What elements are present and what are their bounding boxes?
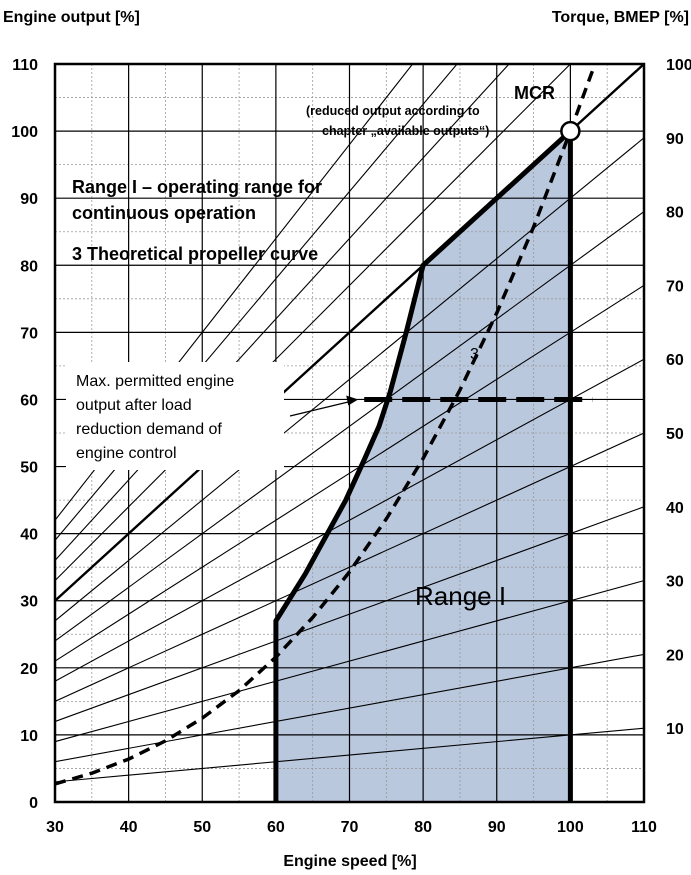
range-i-label: Range I — [415, 581, 506, 611]
x-tick-40: 40 — [120, 819, 138, 836]
y2-tick-80: 80 — [666, 205, 684, 222]
propeller-curve-label: 3 — [470, 346, 479, 363]
plot-border — [53, 62, 646, 804]
y2-tick-100: 100 — [666, 57, 691, 74]
y2-tick-labels: 100 90 80 70 60 50 40 30 20 10 — [666, 57, 691, 738]
y-tick-110: 110 — [12, 57, 38, 74]
propeller-curve-3 — [55, 70, 595, 786]
y-tick-30: 30 — [20, 594, 38, 611]
x-tick-100: 100 — [557, 819, 584, 836]
arrow-head — [346, 395, 359, 406]
y2-tick-50: 50 — [666, 426, 684, 443]
arrow-shaft — [289, 400, 351, 417]
y2-tick-20: 20 — [666, 647, 684, 664]
y2-axis-title: Torque, BMEP [%] — [552, 9, 689, 26]
max-permitted-line-3: reduction demand of — [76, 421, 222, 438]
x-tick-50: 50 — [193, 819, 211, 836]
y-tick-70: 70 — [20, 325, 38, 342]
mcr-note-line-2: chapter „available outputs“) — [322, 124, 489, 138]
y-axis-title: Engine output [%] — [3, 9, 140, 26]
mcr-point-marker — [560, 120, 581, 142]
torque-line-40 — [55, 506, 644, 723]
y-tick-20: 20 — [20, 661, 38, 678]
y-tick-10: 10 — [20, 728, 38, 745]
torque-line-140 — [55, 64, 414, 522]
x-tick-labels: 30 40 50 60 70 80 90 100 110 — [46, 819, 657, 836]
y-tick-40: 40 — [20, 527, 38, 544]
y2-tick-70: 70 — [666, 278, 684, 295]
x-tick-110: 110 — [631, 819, 657, 836]
y2-tick-30: 30 — [666, 574, 684, 591]
torque-line-130 — [55, 64, 458, 542]
torque-line-10 — [55, 727, 644, 783]
x-axis-title: Engine speed [%] — [283, 853, 416, 870]
y2-tick-60: 60 — [666, 352, 684, 369]
plot-frame — [53, 62, 646, 804]
mcr-label: MCR — [514, 83, 555, 103]
torque-line-50 — [55, 432, 644, 702]
max-permitted-box — [66, 362, 284, 470]
x-tick-90: 90 — [488, 819, 506, 836]
series-layer — [55, 70, 595, 802]
torque-line-20 — [55, 653, 644, 763]
torque-line-80 — [55, 211, 644, 642]
y2-tick-90: 90 — [666, 131, 684, 148]
torque-line-60 — [55, 358, 644, 682]
y-tick-60: 60 — [20, 392, 38, 409]
x-tick-80: 80 — [414, 819, 432, 836]
range-title-line-2: continuous operation — [72, 203, 256, 223]
range-i-boundary — [273, 125, 573, 802]
torque-line-70 — [55, 284, 644, 662]
y2-tick-40: 40 — [666, 500, 684, 517]
y-tick-50: 50 — [20, 460, 38, 477]
x-tick-70: 70 — [341, 819, 359, 836]
max-permitted-line-4: engine control — [76, 445, 177, 462]
y-tick-100: 100 — [11, 124, 38, 141]
propeller-curve-note: 3 Theoretical propeller curve — [72, 244, 318, 264]
mcr-note-line-1: (reduced output according to — [306, 104, 480, 118]
max-permitted-line-1: Max. permitted engine — [76, 373, 234, 390]
range-title-line-1: Range I – operating range for — [72, 177, 322, 197]
x-tick-30: 30 — [46, 819, 64, 836]
y-tick-labels: 0 10 20 30 40 50 60 70 80 90 100 110 — [11, 57, 38, 812]
y-tick-0: 0 — [29, 795, 38, 812]
y-tick-90: 90 — [20, 191, 38, 208]
y-tick-80: 80 — [20, 258, 38, 275]
y2-tick-10: 10 — [666, 721, 684, 738]
max-permitted-line-2: output after load — [76, 397, 192, 414]
series-overlay — [289, 120, 581, 417]
x-tick-60: 60 — [267, 819, 285, 836]
